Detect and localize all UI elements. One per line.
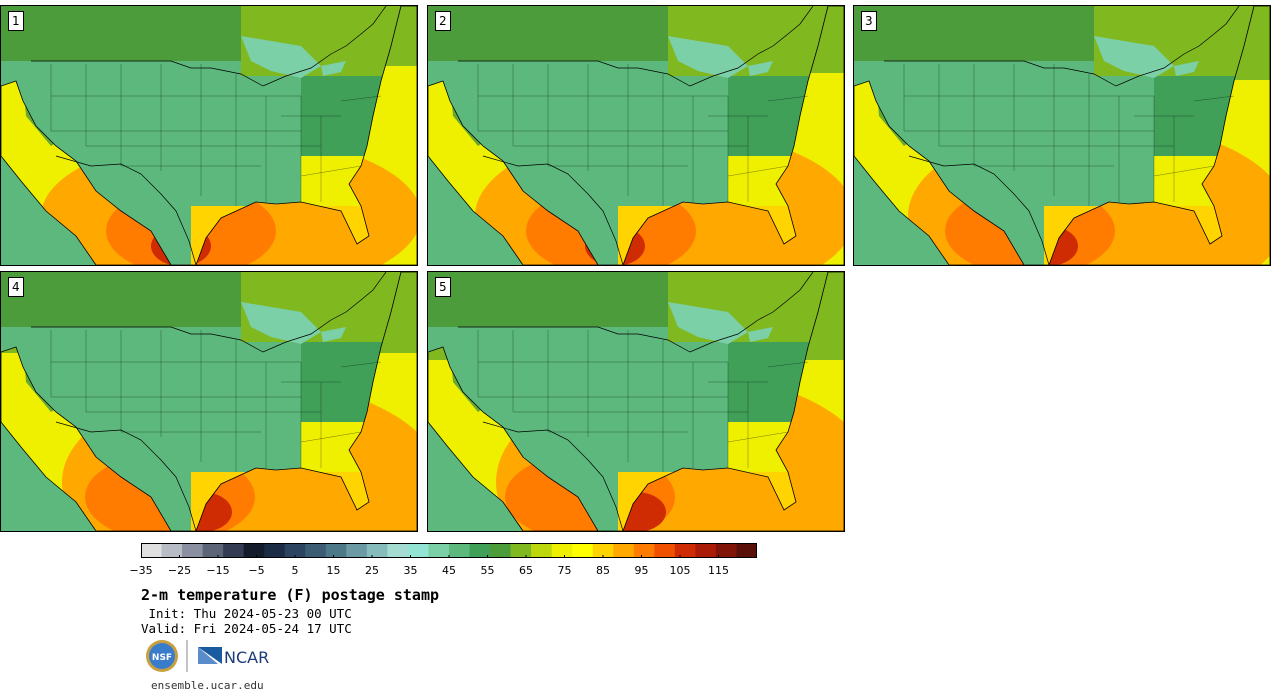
colorbar-bin (243, 543, 265, 558)
colorbar-tick-label: 45 (442, 564, 456, 577)
colorbar-tick-label: 35 (403, 564, 418, 577)
colorbar-bin (613, 543, 635, 558)
temperature-map (854, 6, 1270, 265)
colorbar-bin (531, 543, 553, 558)
colorbar-bin (572, 543, 594, 558)
member-number-label: 4 (8, 277, 24, 297)
member-panel-3: 3 (853, 5, 1271, 266)
colorbar-bin (325, 543, 347, 558)
colorbar-tick-label: 25 (365, 564, 379, 577)
colorbar-bin (264, 543, 286, 558)
colorbar-tick-label: 85 (596, 564, 610, 577)
colorbar-bin (161, 543, 183, 558)
valid-time: Valid: Fri 2024-05-24 17 UTC (141, 621, 352, 636)
colorbar-bin (695, 543, 717, 558)
colorbar-bin (141, 543, 163, 558)
figure-title: 2-m temperature (F) postage stamp (141, 586, 440, 604)
colorbar-tick-label: −25 (167, 564, 192, 577)
colorbar-bin (633, 543, 655, 558)
colorbar-bin (366, 543, 388, 558)
colorbar-bin (182, 543, 204, 558)
member-panel-4: 4 (0, 271, 418, 532)
member-panel-1: 1 (0, 5, 418, 266)
colorbar-bin (284, 543, 306, 558)
colorbar-bin (736, 543, 757, 558)
colorbar-bin (346, 543, 368, 558)
sponsor-logos: NSF NCAR (146, 640, 269, 672)
colorbar-bin (551, 543, 573, 558)
colorbar-tick-label: 55 (480, 564, 495, 577)
colorbar-bin (490, 543, 512, 558)
colorbar-bin (449, 543, 471, 558)
colorbar-tick-label: 105 (669, 564, 691, 577)
colorbar-tick-label: 75 (557, 564, 572, 577)
init-time: Init: Thu 2024-05-23 00 UTC (141, 606, 352, 621)
temperature-map (428, 272, 844, 531)
colorbar-bin (223, 543, 245, 558)
colorbar-bin (510, 543, 532, 558)
colorbar-bin (469, 543, 491, 558)
temperature-map (1, 6, 417, 265)
member-panel-2: 2 (427, 5, 845, 266)
website-link[interactable]: ensemble.ucar.edu (151, 679, 264, 692)
member-number-label: 1 (8, 11, 24, 31)
member-number-label: 2 (435, 11, 451, 31)
temperature-map (428, 6, 844, 265)
temperature-map (1, 272, 417, 531)
colorbar-bin (387, 543, 409, 558)
colorbar-bin (202, 543, 224, 558)
colorbar-bin (592, 543, 614, 558)
nsf-logo-text: NSF (152, 653, 172, 663)
ncar-logo-text: NCAR (224, 648, 269, 667)
member-number-label: 5 (435, 277, 451, 297)
colorbar-bin (654, 543, 676, 558)
member-number-label: 3 (861, 11, 877, 31)
colorbar-bin (305, 543, 327, 558)
colorbar-tick-label: 15 (326, 564, 341, 577)
colorbar-tick-label: −15 (206, 564, 230, 577)
colorbar-tick-label: −35 (129, 564, 153, 577)
colorbar-bin (715, 543, 737, 558)
colorbar-bin (428, 543, 450, 558)
colorbar-tick-label: 95 (634, 564, 649, 577)
colorbar-bin (674, 543, 696, 558)
colorbar-tick-label: 65 (519, 564, 533, 577)
colorbar-tick-label: −5 (248, 564, 265, 577)
colorbar-bin (407, 543, 429, 558)
member-panel-5: 5 (427, 271, 845, 532)
temperature-colorbar (141, 543, 757, 558)
ncar-logo: NCAR (198, 647, 269, 667)
colorbar-tick-label: 5 (291, 564, 299, 577)
colorbar-tick-label: 115 (708, 564, 729, 577)
nsf-logo: NSF (146, 640, 178, 672)
